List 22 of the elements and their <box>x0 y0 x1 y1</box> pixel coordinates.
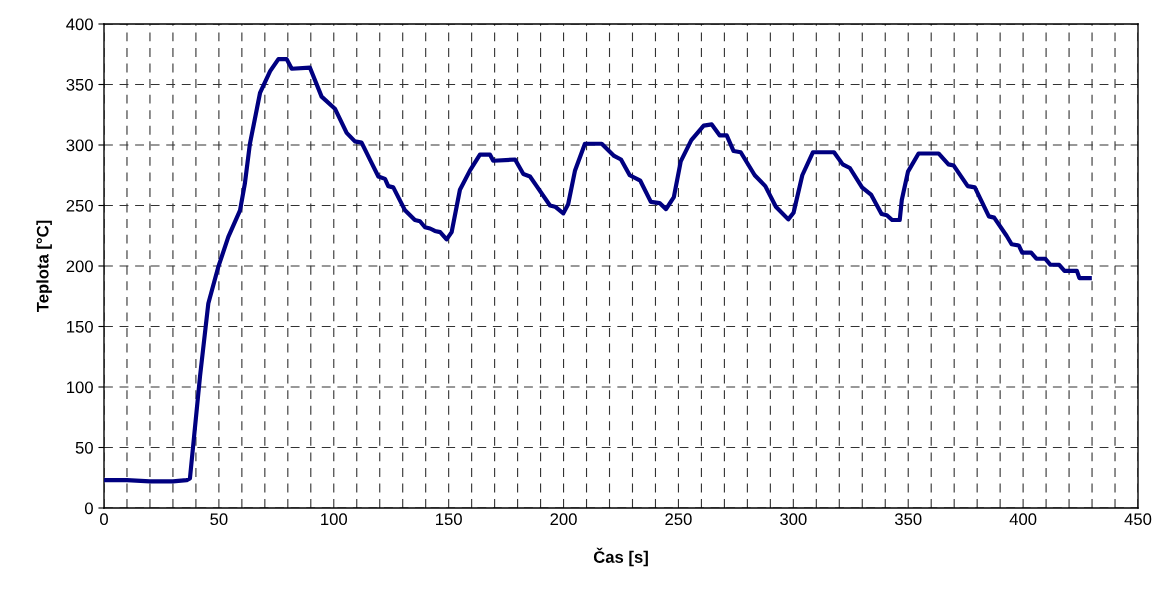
x-tick-label: 50 <box>210 513 228 526</box>
y-tick-label: 350 <box>66 78 93 91</box>
x-tick-label: 200 <box>550 513 577 526</box>
y-axis-title: Teplota [°C] <box>36 220 52 313</box>
y-tick-label: 300 <box>66 139 93 152</box>
x-axis-title: Čas [s] <box>593 547 648 567</box>
y-tick-label: 150 <box>67 320 93 333</box>
line-series <box>104 57 1092 484</box>
x-tick-label: 250 <box>665 513 692 526</box>
y-tick-label: 100 <box>67 381 93 394</box>
x-tick-label: 350 <box>894 513 922 526</box>
x-tick-label: 0 <box>100 513 108 526</box>
y-tick-label: 0 <box>84 502 93 515</box>
y-tick-label: 400 <box>66 18 93 31</box>
x-tick-label: 450 <box>1124 513 1152 526</box>
x-tick-label: 400 <box>1009 513 1037 526</box>
x-tick-label: 100 <box>321 513 348 526</box>
x-tick-label: 300 <box>780 513 807 526</box>
y-tick-label: 250 <box>66 199 93 212</box>
x-tick-label: 150 <box>436 513 462 526</box>
y-tick-label: 50 <box>75 441 93 454</box>
y-tick-label: 200 <box>66 260 93 273</box>
